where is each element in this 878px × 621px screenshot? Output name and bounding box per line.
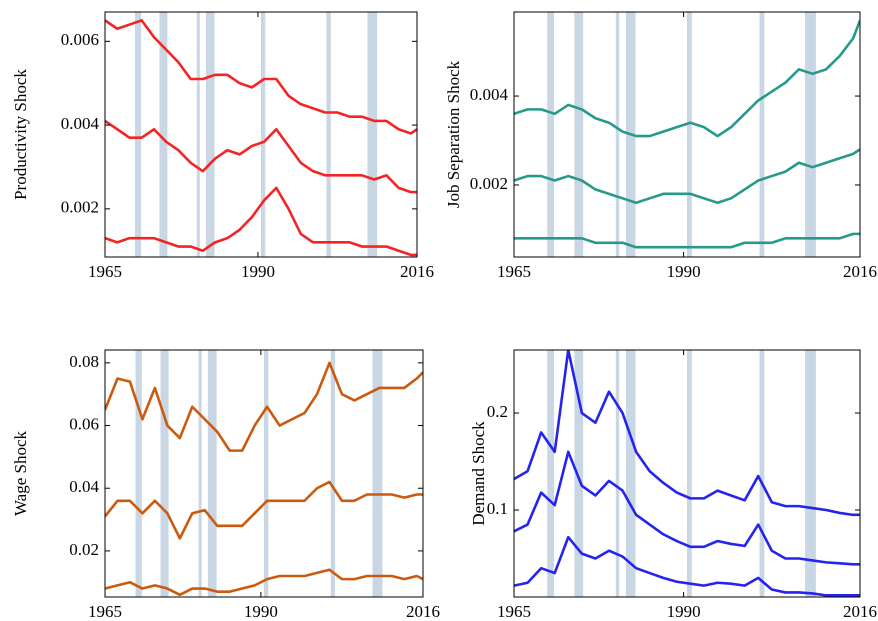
x-tick-label: 1965 — [88, 262, 122, 281]
recession-band — [135, 350, 142, 597]
recession-band — [574, 350, 584, 597]
plot-frame — [513, 349, 861, 598]
series-line — [514, 232, 860, 249]
recession-band — [330, 350, 336, 597]
recession-band — [687, 350, 692, 597]
recession-band — [372, 350, 383, 597]
recession-band — [198, 350, 202, 597]
y-tick-label: 0.06 — [69, 414, 99, 433]
panel: 0.002 0.004 1965 1990 2016 Job Separation Sho… — [444, 11, 877, 281]
x-tick-label: 1965 — [497, 602, 531, 621]
recession-band — [759, 12, 765, 257]
series-line — [105, 480, 423, 540]
series-line — [105, 119, 417, 194]
plot-area — [514, 12, 860, 257]
plot-area — [514, 350, 860, 597]
y-tick-label: 0.002 — [470, 174, 508, 193]
y-tick-label: 0.02 — [69, 540, 99, 559]
recession-band — [615, 350, 620, 597]
series-line — [514, 148, 860, 205]
plot-frame — [513, 11, 861, 258]
recession-band — [326, 12, 331, 257]
recession-band — [687, 12, 692, 257]
x-tick-label: 1990 — [241, 262, 275, 281]
series-line — [105, 361, 423, 452]
panel: 0.1 0.2 1965 1990 2016 Demand Shock — [469, 349, 877, 621]
x-tick-label: 1990 — [244, 602, 278, 621]
recession-band — [805, 350, 816, 597]
recession-band — [205, 12, 215, 257]
y-tick-label: 0.004 — [61, 114, 100, 133]
recession-band — [367, 12, 378, 257]
x-tick-label: 2016 — [406, 602, 440, 621]
recession-band — [547, 12, 555, 257]
recession-band — [759, 350, 765, 597]
series-line — [514, 19, 860, 138]
recession-band — [207, 350, 217, 597]
series-line — [105, 568, 423, 597]
recession-band — [615, 12, 620, 257]
x-tick-label: 2016 — [843, 602, 877, 621]
recession-band — [196, 12, 200, 257]
y-tick-label: 0.08 — [69, 352, 99, 371]
series-line — [514, 535, 860, 597]
y-tick-label: 0.04 — [69, 477, 99, 496]
panel: 0.02 0.04 0.06 0.08 1965 1990 2016 Wage Shock — [11, 349, 440, 621]
recession-band — [574, 12, 584, 257]
y-axis-label: Job Separation Shock — [444, 60, 463, 208]
plot-frame — [104, 11, 418, 258]
plot-area — [105, 12, 417, 257]
series-line — [105, 186, 417, 257]
recession-band — [547, 350, 555, 597]
x-tick-label: 1990 — [667, 602, 701, 621]
y-tick-label: 0.002 — [61, 198, 99, 217]
recession-band — [159, 12, 168, 257]
y-tick-label: 0.1 — [487, 499, 508, 518]
x-tick-label: 1965 — [497, 262, 531, 281]
x-tick-label: 2016 — [843, 262, 877, 281]
y-axis-label: Wage Shock — [11, 430, 30, 516]
recession-band — [134, 12, 142, 257]
y-tick-label: 0.004 — [470, 85, 509, 104]
series-line — [514, 350, 860, 517]
recession-band — [261, 12, 266, 257]
y-tick-label: 0.006 — [61, 30, 99, 49]
plot-area — [105, 350, 423, 597]
x-tick-label: 2016 — [400, 262, 434, 281]
y-axis-label: Demand Shock — [469, 421, 488, 526]
recession-band — [805, 12, 816, 257]
recession-band — [264, 350, 269, 597]
recession-band — [625, 350, 636, 597]
series-line — [514, 450, 860, 566]
panel: 0.002 0.004 0.006 1965 1990 2016 Productivity … — [11, 11, 434, 281]
x-tick-label: 1965 — [88, 602, 122, 621]
series-line — [105, 19, 417, 135]
x-tick-label: 1990 — [667, 262, 701, 281]
y-axis-label: Productivity Shock — [11, 69, 30, 200]
recession-band — [160, 350, 169, 597]
plot-frame — [104, 349, 424, 598]
y-tick-label: 0.2 — [487, 402, 508, 421]
